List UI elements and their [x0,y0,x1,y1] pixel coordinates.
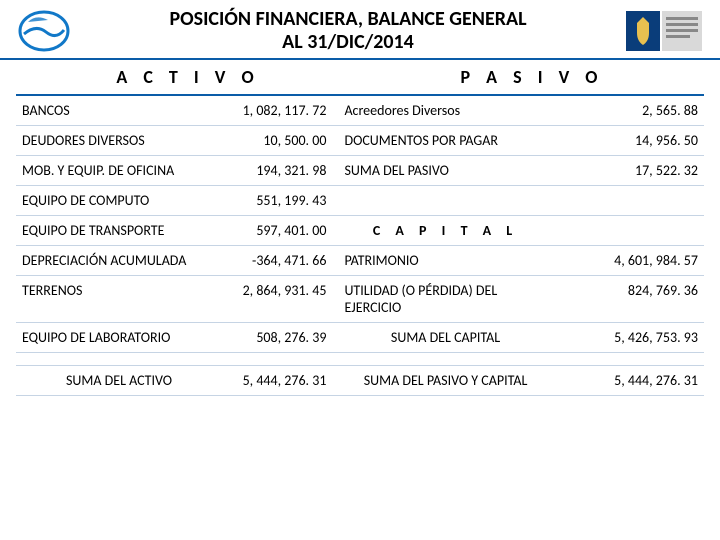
logo-right-icon [624,9,704,53]
cell-label: SUMA DEL CAPITAL [332,323,552,353]
cell-label: BANCOS [16,96,209,126]
cell-value: 508, 276. 39 [209,323,333,353]
cell-label: SUMA DEL PASIVO Y CAPITAL [332,366,552,396]
table-row: MOB. Y EQUIP. DE OFICINA 194, 321. 98 SU… [16,156,704,186]
table-row [16,353,704,366]
cell-value: 824, 769. 36 [553,276,704,323]
cell-value: 5, 426, 753. 93 [553,323,704,353]
cell-empty [553,186,704,216]
cell-empty [553,353,704,366]
pasivo-heading: P A S I V O [360,60,704,94]
cell-value: 5, 444, 276. 31 [553,366,704,396]
cell-label: TERRENOS [16,276,209,323]
cell-label: MOB. Y EQUIP. DE OFICINA [16,156,209,186]
cell-value: 10, 500. 00 [209,126,333,156]
table-row: SUMA DEL ACTIVO 5, 444, 276. 31 SUMA DEL… [16,366,704,396]
table-row: EQUIPO DE COMPUTO 551, 199. 43 [16,186,704,216]
cell-label: EQUIPO DE TRANSPORTE [16,216,209,246]
cell-empty [332,353,552,366]
cell-value: 597, 401. 00 [209,216,333,246]
cell-label: Acreedores Diversos [332,96,552,126]
page-title: POSICIÓN FINANCIERA, BALANCE GENERAL AL … [72,8,624,54]
cell-label: UTILIDAD (O PÉRDIDA) DEL EJERCICIO [332,276,552,323]
cell-value: 2, 565. 88 [553,96,704,126]
cell-value: -364, 471. 66 [209,246,333,276]
cell-empty [16,353,209,366]
title-line1: POSICIÓN FINANCIERA, BALANCE GENERAL [169,7,526,31]
cell-empty [332,186,552,216]
cell-label: EQUIPO DE COMPUTO [16,186,209,216]
cell-value: 1, 082, 117. 72 [209,96,333,126]
cell-empty [553,216,704,246]
table-row: EQUIPO DE TRANSPORTE 597, 401. 00 C A P … [16,216,704,246]
cell-value: 551, 199. 43 [209,186,333,216]
cell-label: EQUIPO DE LABORATORIO [16,323,209,353]
cell-value: 14, 956. 50 [553,126,704,156]
cell-label: SUMA DEL ACTIVO [16,366,209,396]
cell-value: 5, 444, 276. 31 [209,366,333,396]
table-row: TERRENOS 2, 864, 931. 45 UTILIDAD (O PÉR… [16,276,704,323]
header-bar: POSICIÓN FINANCIERA, BALANCE GENERAL AL … [0,0,720,60]
cell-label: SUMA DEL PASIVO [332,156,552,186]
section-headings: A C T I V O P A S I V O [16,60,704,96]
cell-value: 17, 522. 32 [553,156,704,186]
balance-table: BANCOS 1, 082, 117. 72 Acreedores Divers… [16,96,704,396]
logo-left-icon [16,9,72,53]
cell-label: DEPRECIACIÓN ACUMULADA [16,246,209,276]
activo-heading: A C T I V O [16,60,360,94]
cell-value: 194, 321. 98 [209,156,333,186]
cell-label: PATRIMONIO [332,246,552,276]
table-row: DEUDORES DIVERSOS 10, 500. 00 DOCUMENTOS… [16,126,704,156]
capital-heading: C A P I T A L [332,216,552,246]
title-line2: AL 31/DIC/2014 [282,30,414,54]
cell-value: 2, 864, 931. 45 [209,276,333,323]
table-row: BANCOS 1, 082, 117. 72 Acreedores Divers… [16,96,704,126]
table-row: DEPRECIACIÓN ACUMULADA -364, 471. 66 PAT… [16,246,704,276]
cell-value: 4, 601, 984. 57 [553,246,704,276]
cell-label: DEUDORES DIVERSOS [16,126,209,156]
table-row: EQUIPO DE LABORATORIO 508, 276. 39 SUMA … [16,323,704,353]
cell-label: DOCUMENTOS POR PAGAR [332,126,552,156]
cell-empty [209,353,333,366]
